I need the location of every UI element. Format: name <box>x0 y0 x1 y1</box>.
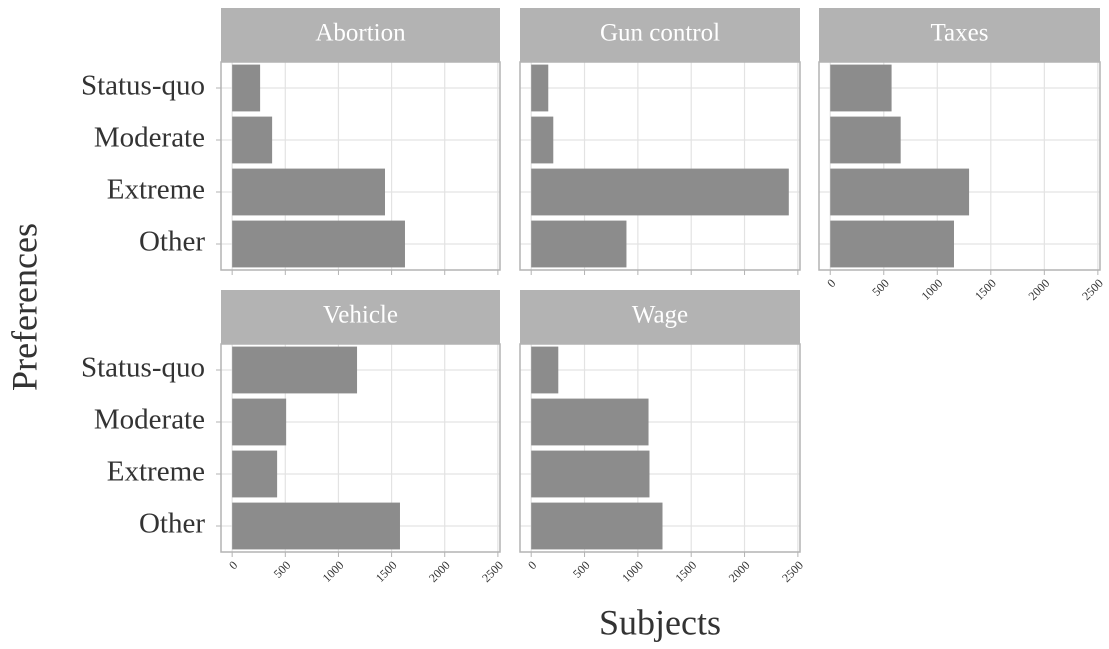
bar <box>830 116 901 164</box>
x-tick-label: 2000 <box>426 558 453 585</box>
bar <box>232 346 358 394</box>
x-tick-label: 1000 <box>320 558 347 585</box>
x-tick-label: 2500 <box>1079 276 1106 303</box>
panel-title: Vehicle <box>323 302 398 329</box>
x-tick-label: 1000 <box>918 276 945 303</box>
panel-border <box>220 343 501 553</box>
bar <box>830 220 954 268</box>
y-tick-label: Extreme <box>107 456 205 488</box>
bar <box>232 502 400 550</box>
y-tick-label: Status-quo <box>81 70 205 102</box>
x-tick-label: 2000 <box>726 558 753 585</box>
bar <box>232 116 273 164</box>
x-tick-label: 2500 <box>479 558 506 585</box>
panel-border <box>818 61 1101 271</box>
x-tick-label: 1500 <box>373 558 400 585</box>
x-tick-label: 500 <box>570 558 593 581</box>
x-tick-label: 1500 <box>672 558 699 585</box>
y-tick-label: Moderate <box>94 404 205 436</box>
y-tick-label: Extreme <box>107 174 205 206</box>
x-tick-label: 1500 <box>972 276 999 303</box>
bar <box>232 398 287 446</box>
strip <box>819 8 1100 62</box>
bar <box>531 502 663 550</box>
panel-title: Wage <box>632 302 688 329</box>
y-tick-label: Moderate <box>94 122 205 154</box>
y-axis-label: Preferences <box>4 223 44 391</box>
strip <box>520 290 800 344</box>
strip <box>221 290 500 344</box>
panel-border <box>519 343 801 553</box>
x-tick-label: 2500 <box>779 558 806 585</box>
x-tick-label: 500 <box>869 276 892 299</box>
x-tick-label: 500 <box>271 558 294 581</box>
bar <box>531 398 649 446</box>
strip <box>520 8 800 62</box>
strip <box>221 8 500 62</box>
x-tick-label: 0 <box>824 276 838 290</box>
bar <box>531 346 559 394</box>
bar <box>531 168 789 216</box>
x-axis-label: Subjects <box>599 602 721 642</box>
panel-title: Abortion <box>315 20 406 47</box>
y-tick-label: Other <box>139 226 205 258</box>
x-tick-label: 0 <box>226 558 240 572</box>
bar <box>232 220 405 268</box>
panel-border <box>519 61 801 271</box>
bar <box>531 220 627 268</box>
bar <box>830 168 970 216</box>
panel-title: Taxes <box>931 20 989 47</box>
bar <box>531 64 549 112</box>
x-tick-label: 2000 <box>1026 276 1053 303</box>
bar <box>531 116 554 164</box>
y-tick-label: Status-quo <box>81 352 205 384</box>
x-tick-label: 0 <box>525 558 539 572</box>
bar <box>232 168 385 216</box>
bar <box>232 64 261 112</box>
panel-border <box>220 61 501 271</box>
bar <box>232 450 278 498</box>
bar <box>830 64 892 112</box>
x-tick-label: 1000 <box>619 558 646 585</box>
y-tick-label: Other <box>139 508 205 540</box>
panel-title: Gun control <box>600 20 720 47</box>
bar <box>531 450 650 498</box>
